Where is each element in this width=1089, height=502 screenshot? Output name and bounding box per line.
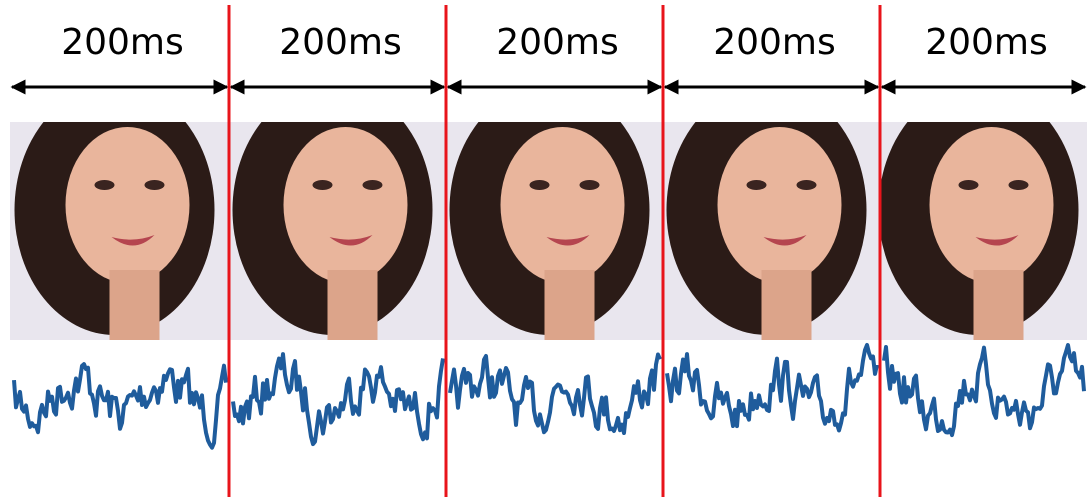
video-frame: [229, 85, 446, 340]
face: [284, 127, 408, 283]
waveform: [667, 345, 877, 431]
face: [66, 127, 190, 283]
duration-label: 200ms: [925, 22, 1048, 63]
eye: [530, 180, 550, 190]
neck: [545, 270, 595, 340]
duration-label: 200ms: [496, 22, 619, 63]
eye: [313, 180, 333, 190]
eye: [797, 180, 817, 190]
waveform: [233, 354, 443, 444]
face: [501, 127, 625, 283]
diagram: 200ms 200ms 200ms 200ms 200ms: [0, 0, 1089, 502]
duration-label: 200ms: [61, 22, 184, 63]
video-frame: [879, 85, 1088, 340]
eye: [95, 180, 115, 190]
video-frame: [10, 85, 229, 340]
neck: [110, 270, 160, 340]
neck: [974, 270, 1024, 340]
face: [718, 127, 842, 283]
video-frame: [446, 85, 663, 340]
waveform: [450, 355, 660, 434]
face: [930, 127, 1054, 283]
duration-label: 200ms: [279, 22, 402, 63]
eye: [363, 180, 383, 190]
eye: [747, 180, 767, 190]
waveform: [14, 364, 226, 448]
waveform: [884, 345, 1084, 435]
eye: [580, 180, 600, 190]
eye: [1009, 180, 1029, 190]
duration-label: 200ms: [713, 22, 836, 63]
eye: [145, 180, 165, 190]
video-frame: [663, 85, 880, 340]
eye: [959, 180, 979, 190]
neck: [328, 270, 378, 340]
neck: [762, 270, 812, 340]
